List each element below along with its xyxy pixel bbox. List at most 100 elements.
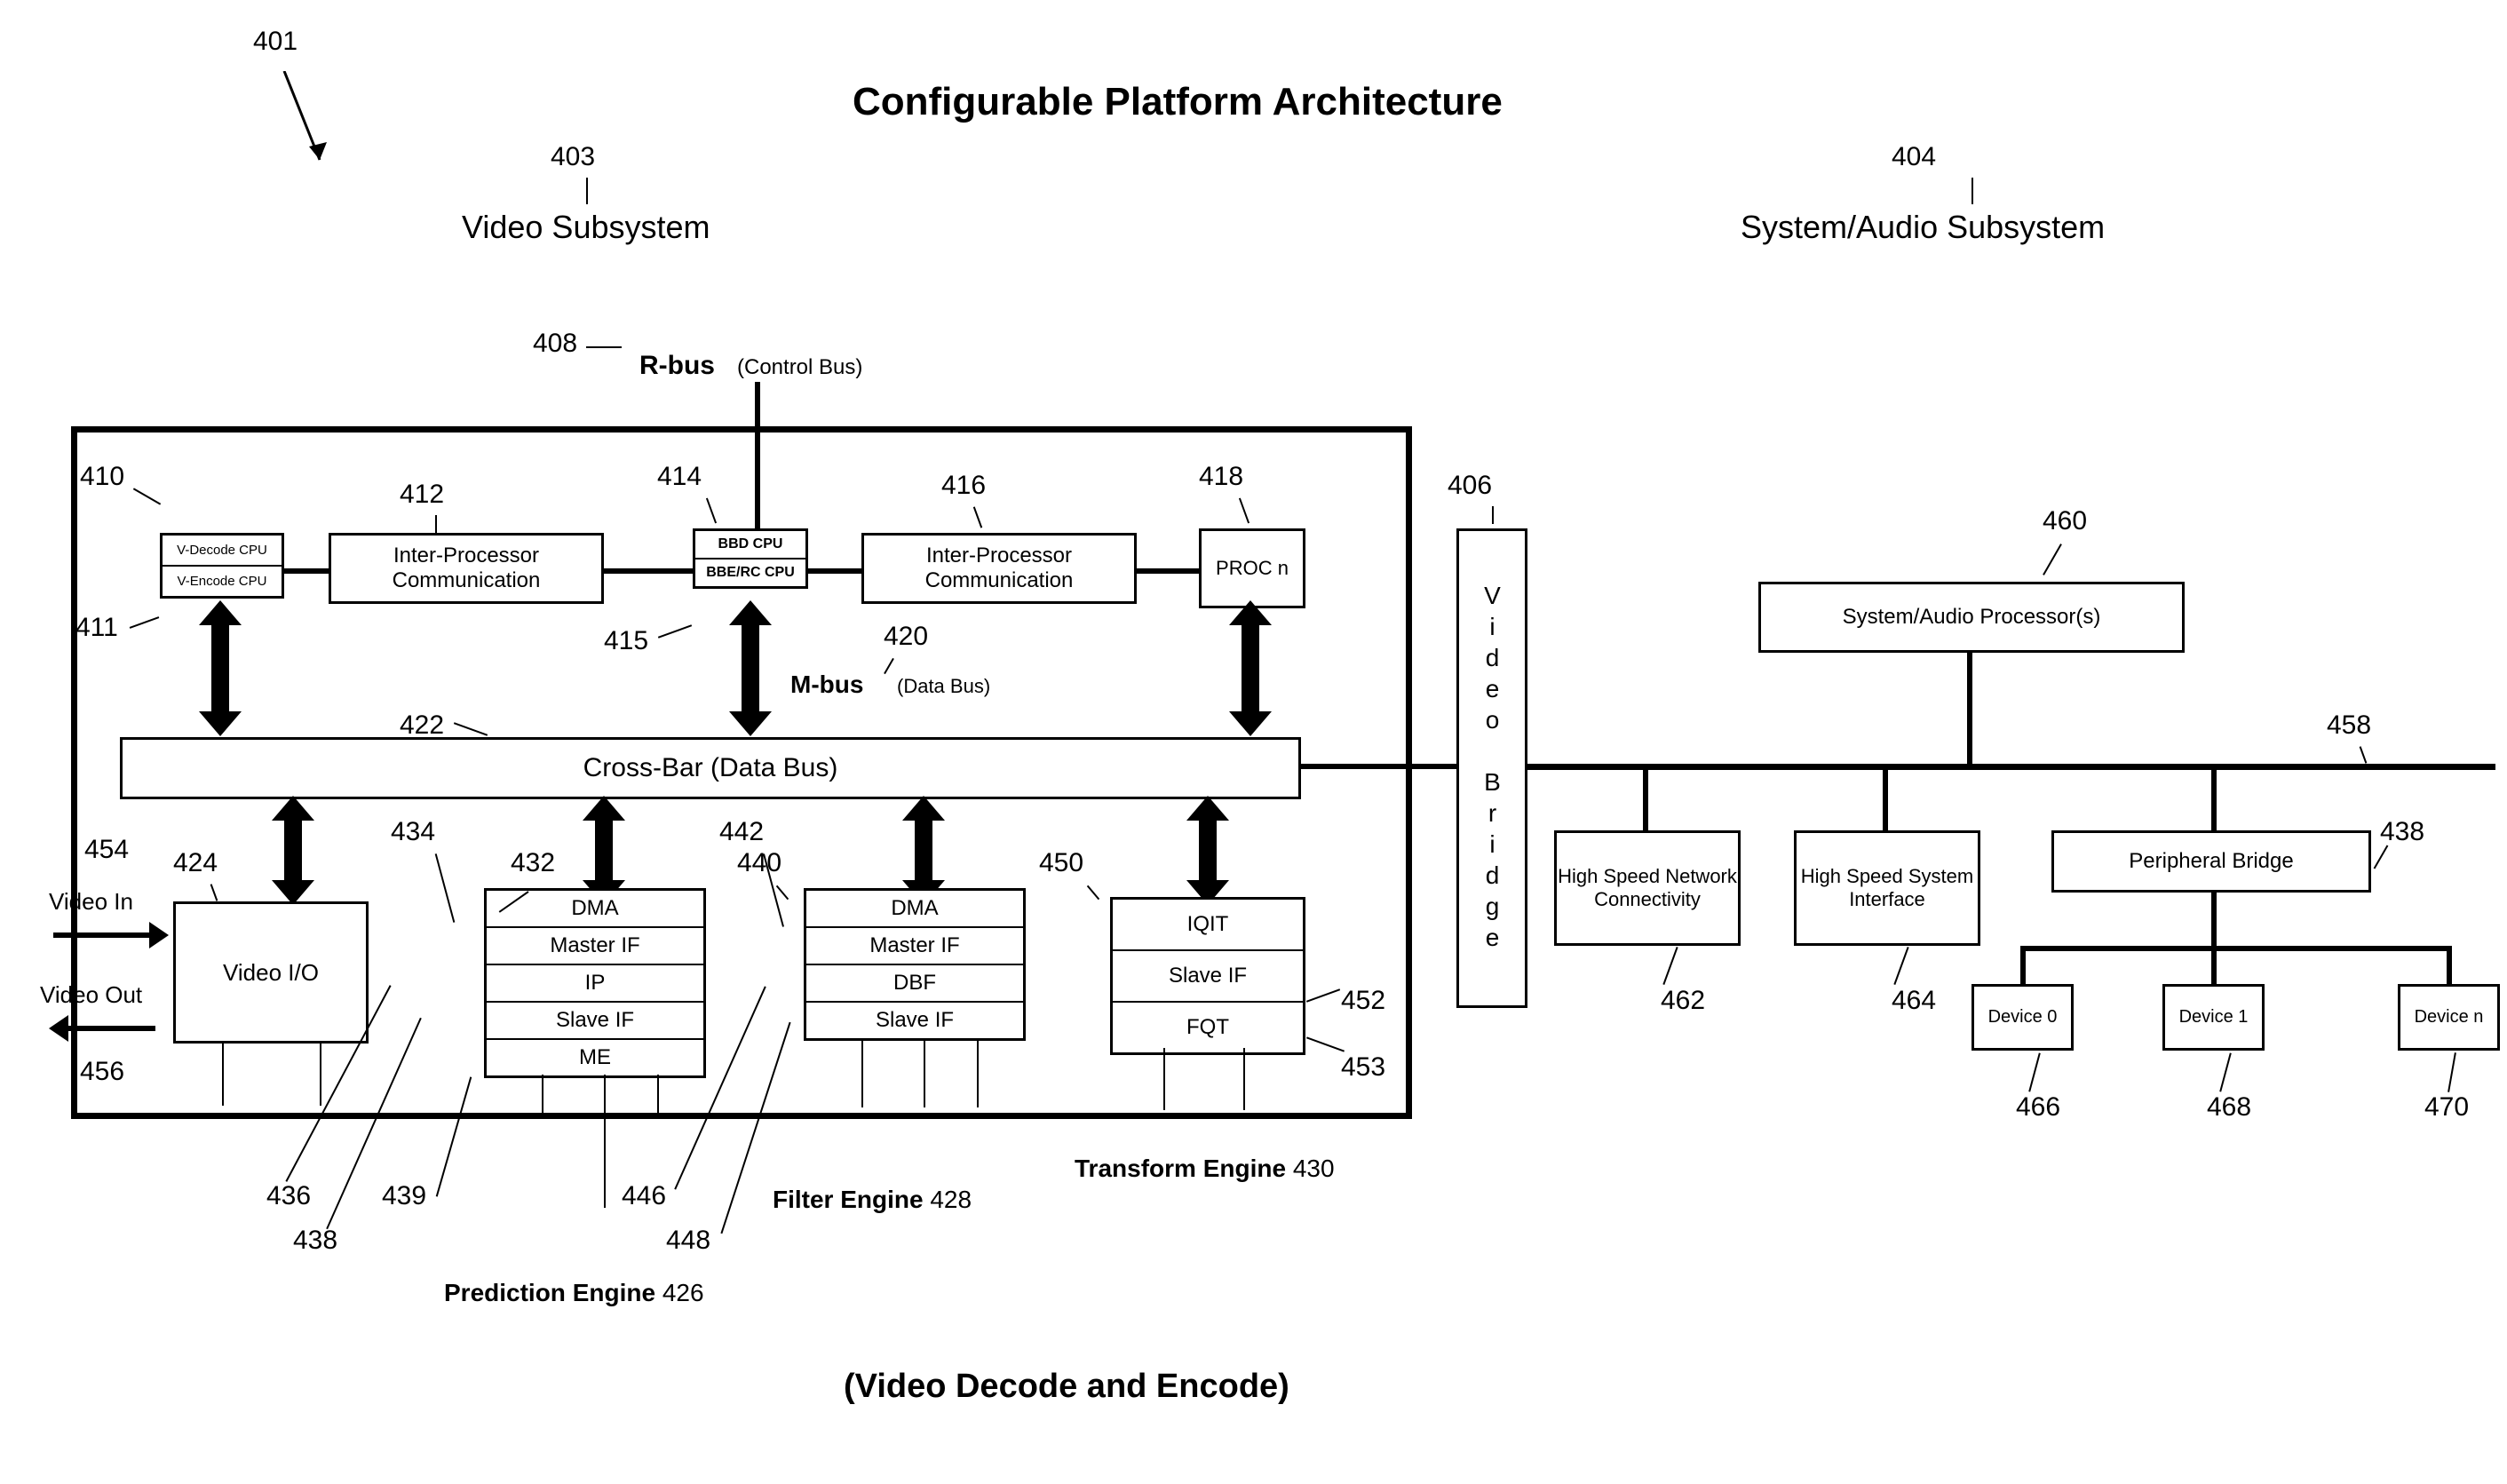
conn-bus-hsi <box>1883 766 1888 833</box>
ref-442: 442 <box>719 817 764 847</box>
pb-v0 <box>2020 946 2026 986</box>
pe-slaveif: Slave IF <box>487 1003 703 1040</box>
arrow-cb-filter <box>915 817 932 884</box>
ref-422: 422 <box>400 710 444 741</box>
vio-stub1 <box>222 1044 224 1106</box>
conn-bus-hsn <box>1643 766 1648 833</box>
leader-468 <box>2219 1053 2232 1092</box>
rbus-label: R-bus <box>639 351 715 381</box>
vio-stub2 <box>320 1044 321 1106</box>
system-bus-line <box>1527 764 2495 770</box>
crossbar-box: Cross-Bar (Data Bus) <box>120 737 1301 799</box>
ipc1-box: Inter-Processor Communication <box>329 533 604 604</box>
pe-stub1 <box>542 1075 543 1115</box>
transform-engine-label: Transform Engine 430 <box>1075 1155 1335 1183</box>
subtitle: (Video Decode and Encode) <box>844 1368 1289 1406</box>
ref-416: 416 <box>941 471 986 501</box>
pe-stub3 <box>657 1075 659 1115</box>
procn-box: PROC n <box>1199 528 1305 608</box>
ref-460: 460 <box>2043 506 2087 536</box>
arrow-proc-crossbar <box>1242 622 1259 715</box>
fe-stub2 <box>924 1041 925 1107</box>
arrow-cb-vio <box>284 817 302 884</box>
leader-406 <box>1492 506 1494 524</box>
pb-v1 <box>2211 946 2217 986</box>
leader-466 <box>2028 1053 2041 1092</box>
prediction-engine-label: Prediction Engine 426 <box>444 1279 704 1307</box>
arrow-bbd-crossbar <box>742 622 759 715</box>
mbus-note: (Data Bus) <box>897 675 990 698</box>
ref-470: 470 <box>2424 1092 2469 1123</box>
ref-456: 456 <box>80 1057 124 1087</box>
vencode-cpu: V-Encode CPU <box>163 567 282 596</box>
video-io-box: Video I/O <box>173 901 369 1044</box>
hsn-box: High Speed Network Connectivity <box>1554 830 1741 946</box>
fe-dma: DMA <box>806 891 1023 928</box>
fe-slaveif: Slave IF <box>806 1003 1023 1038</box>
te-stub2 <box>1243 1048 1245 1110</box>
leader-401 <box>266 71 337 178</box>
conn-crossbar-bridge <box>1301 764 1456 769</box>
pe-ip: IP <box>487 965 703 1003</box>
video-bridge-box: Video Bridge <box>1456 528 1527 1008</box>
page-title: Configurable Platform Architecture <box>853 80 1503 124</box>
te-iqit: IQIT <box>1113 900 1303 951</box>
arrow-cb-pred <box>595 817 613 884</box>
conn-ipc2-proc <box>1137 568 1199 572</box>
fe-stub3 <box>977 1041 979 1107</box>
video-in-arrow <box>53 932 151 938</box>
conn-ipc1-bbd <box>604 568 693 572</box>
device1-box: Device 1 <box>2162 984 2265 1051</box>
leader-438b <box>2374 845 2389 869</box>
ref-446: 446 <box>622 1181 666 1211</box>
ref-424: 424 <box>173 848 218 878</box>
ref-406: 406 <box>1448 471 1492 501</box>
bbd-stack: BBD CPU BBE/RC CPU <box>693 528 808 589</box>
ref-454: 454 <box>84 835 129 865</box>
ref-468: 468 <box>2207 1092 2251 1123</box>
ref-408: 408 <box>533 329 577 359</box>
periph-bridge-box: Peripheral Bridge <box>2051 830 2371 893</box>
sysaudio-subsystem-label: System/Audio Subsystem <box>1741 209 2105 246</box>
sys-audio-proc-box: System/Audio Processor(s) <box>1758 582 2185 653</box>
te-slaveif: Slave IF <box>1113 951 1303 1003</box>
rbus-vline <box>755 382 760 537</box>
filter-engine-label: Filter Engine 428 <box>773 1186 972 1214</box>
pe-masterif: Master IF <box>487 928 703 965</box>
te-stub1 <box>1163 1048 1165 1110</box>
ref-414: 414 <box>657 462 702 492</box>
bbd-cpu: BBD CPU <box>695 531 805 559</box>
ref-401: 401 <box>253 27 298 57</box>
ref-440: 440 <box>737 848 781 878</box>
ref-458: 458 <box>2327 710 2371 741</box>
leader-404 <box>1971 178 1973 204</box>
ref-418: 418 <box>1199 462 1243 492</box>
ref-439: 439 <box>382 1181 426 1211</box>
conn-bus-pb <box>2211 766 2217 833</box>
pb-stem <box>2211 893 2217 950</box>
hsi-box: High Speed System Interface <box>1794 830 1980 946</box>
ref-448: 448 <box>666 1226 710 1256</box>
ref-410: 410 <box>80 462 124 492</box>
fe-masterif: Master IF <box>806 928 1023 965</box>
pe-stub2 <box>604 1075 606 1208</box>
conn-sap-bus <box>1967 653 1972 766</box>
vdecode-cpu: V-Decode CPU <box>163 536 282 567</box>
video-subsystem-label: Video Subsystem <box>462 209 710 246</box>
leader-470 <box>2447 1052 2456 1092</box>
leader-403 <box>586 178 588 204</box>
leader-462 <box>1662 947 1678 985</box>
devicen-box: Device n <box>2398 984 2500 1051</box>
video-out-arrow <box>67 1026 155 1031</box>
video-in-label: Video In <box>49 888 133 916</box>
ref-464: 464 <box>1892 986 1936 1016</box>
ref-412: 412 <box>400 480 444 510</box>
arrow-vcpu-crossbar <box>211 622 229 715</box>
leader-458 <box>2360 746 2368 763</box>
ref-411: 411 <box>75 613 118 643</box>
ref-415: 415 <box>604 626 648 656</box>
ref-403: 403 <box>551 142 595 172</box>
ref-453: 453 <box>1341 1052 1385 1083</box>
pe-me: ME <box>487 1040 703 1075</box>
ref-434: 434 <box>391 817 435 847</box>
